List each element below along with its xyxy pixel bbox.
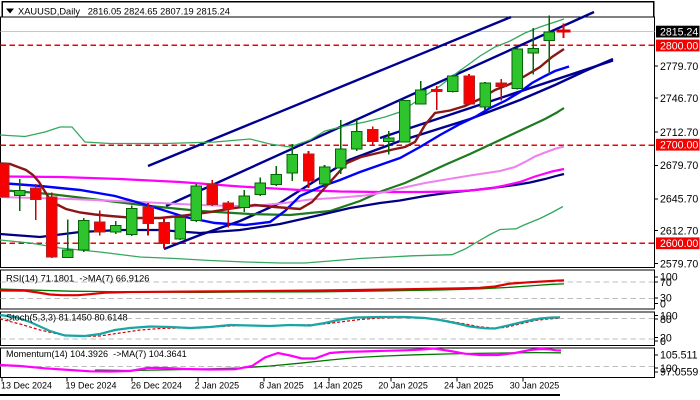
svg-text:2579.70: 2579.70: [660, 258, 698, 270]
svg-text:105.511: 105.511: [660, 350, 698, 362]
svg-text:2800.00: 2800.00: [660, 40, 698, 52]
svg-text:Momentum(14) 104.3926 ->MA(7): Momentum(14) 104.3926 ->MA(7) 104.3641: [6, 349, 187, 359]
svg-text:2779.70: 2779.70: [660, 61, 698, 73]
svg-text:100: 100: [660, 272, 678, 284]
svg-text:97.0559: 97.0559: [660, 367, 698, 379]
svg-text:0: 0: [660, 298, 666, 310]
svg-text:2712.70: 2712.70: [660, 127, 698, 139]
svg-text:26 Dec 2024: 26 Dec 2024: [131, 380, 182, 390]
svg-text:2600.00: 2600.00: [660, 238, 698, 250]
svg-text:2746.70: 2746.70: [660, 93, 698, 105]
svg-text:2645.70: 2645.70: [660, 194, 698, 206]
svg-text:20 Jan 2025: 20 Jan 2025: [378, 380, 428, 390]
svg-text:19 Dec 2024: 19 Dec 2024: [66, 380, 117, 390]
svg-text:30: 30: [660, 293, 672, 305]
svg-text:100: 100: [660, 310, 678, 322]
svg-text:2815.24: 2815.24: [660, 26, 698, 38]
svg-text:70: 70: [660, 277, 672, 289]
svg-text:2700.00: 2700.00: [660, 140, 698, 152]
svg-text:XAUUSD,Daily 2816.05 2824.65: XAUUSD,Daily 2816.05 2824.65 2807.19 281…: [18, 6, 230, 16]
svg-text:24 Jan 2025: 24 Jan 2025: [444, 380, 494, 390]
svg-text:Stoch(5,3,3) 81.1450 80.6148: Stoch(5,3,3) 81.1450 80.6148: [6, 312, 128, 322]
svg-text:2 Jan 2025: 2 Jan 2025: [195, 380, 240, 390]
svg-text:2612.70: 2612.70: [660, 226, 698, 238]
svg-text:20: 20: [660, 332, 672, 344]
svg-text:30 Jan 2025: 30 Jan 2025: [510, 380, 560, 390]
svg-text:13 Dec 2024: 13 Dec 2024: [1, 380, 52, 390]
svg-text:8 Jan 2025: 8 Jan 2025: [259, 380, 304, 390]
svg-text:80: 80: [660, 314, 672, 326]
svg-text:100: 100: [660, 363, 678, 375]
svg-text:0: 0: [660, 336, 666, 348]
svg-text:2679.70: 2679.70: [660, 160, 698, 172]
svg-text:14 Jan 2025: 14 Jan 2025: [313, 380, 363, 390]
svg-text:RSI(14) 71.1801 ->MA(7) 66.91: RSI(14) 71.1801 ->MA(7) 66.9126: [6, 273, 149, 283]
